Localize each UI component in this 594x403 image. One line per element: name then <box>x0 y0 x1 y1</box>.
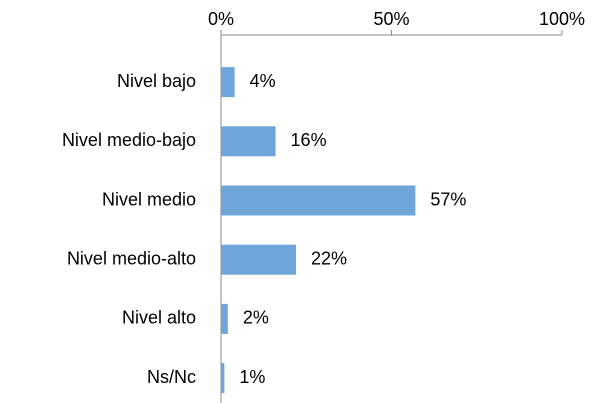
bar <box>221 244 297 275</box>
bar <box>221 303 228 334</box>
data-label: 57% <box>430 189 466 209</box>
bar <box>221 363 225 394</box>
data-label: 4% <box>250 71 276 91</box>
x-tick-label: 100% <box>539 9 585 29</box>
bar <box>221 185 416 216</box>
data-label: 2% <box>243 308 269 328</box>
data-label: 16% <box>291 130 327 150</box>
y-tick-label: Nivel alto <box>122 308 196 328</box>
y-tick-label: Nivel bajo <box>117 71 196 91</box>
x-tick-label: 0% <box>208 9 234 29</box>
y-tick-label: Nivel medio-alto <box>67 248 196 268</box>
y-tick-label: Ns/Nc <box>147 367 196 387</box>
y-tick-label: Nivel medio-bajo <box>62 130 196 150</box>
bar <box>221 67 235 98</box>
bar <box>221 126 276 157</box>
x-tick-label: 50% <box>373 9 409 29</box>
data-label: 1% <box>239 367 265 387</box>
data-label: 22% <box>311 248 347 268</box>
y-tick-label: Nivel medio <box>102 189 196 209</box>
